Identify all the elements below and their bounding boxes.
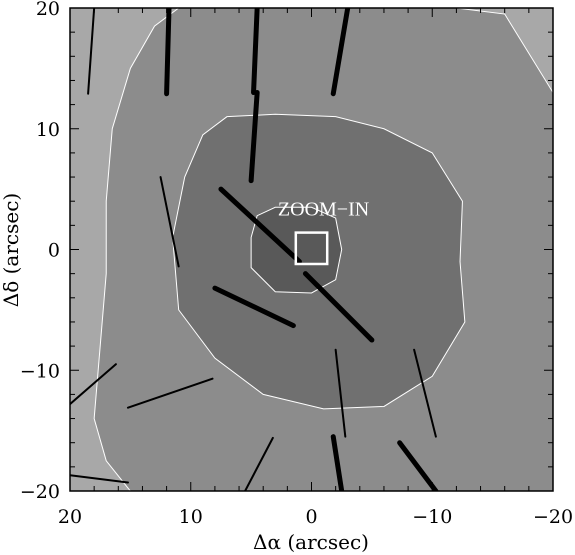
vector-5	[248, 90, 260, 184]
zoom-box	[294, 231, 329, 266]
vector-16	[330, 434, 345, 491]
y-tick-label: 0	[48, 240, 60, 262]
vector-7	[218, 186, 302, 265]
vector-9	[212, 285, 296, 329]
y-tick-label: 10	[36, 119, 60, 141]
x-tick-label: −10	[412, 506, 452, 528]
vector-3	[251, 8, 260, 96]
vector-10	[334, 348, 347, 438]
vector-4	[330, 8, 351, 97]
vector-14	[70, 474, 129, 484]
vector-11	[413, 348, 437, 438]
y-axis-label: Δδ (arcsec)	[0, 193, 23, 307]
tick-labels: 20 10 0 −10 −20 20 10 0 −10 −20	[20, 0, 573, 528]
vector-13	[126, 377, 214, 409]
x-tick-label: −20	[533, 506, 573, 528]
y-tick-label: 20	[36, 0, 60, 20]
vector-6	[159, 176, 180, 268]
plot-area: ZOOM−IN	[70, 8, 553, 491]
vector-17	[397, 440, 439, 491]
vector-1	[87, 8, 96, 95]
x-tick-label: 10	[179, 506, 203, 528]
vector-15	[244, 436, 274, 491]
vector-8	[302, 271, 375, 343]
x-tick-label: 0	[305, 506, 317, 528]
vector-12	[70, 363, 117, 406]
x-axis-label: Δα (arcsec)	[253, 530, 369, 554]
y-tick-label: −20	[20, 481, 60, 503]
zoom-in-label: ZOOM−IN	[278, 199, 369, 221]
vector-2	[164, 8, 172, 97]
y-tick-label: −10	[20, 360, 60, 382]
tick-marks	[69, 7, 554, 492]
x-tick-label: 20	[58, 506, 82, 528]
plot-frame	[69, 7, 554, 492]
